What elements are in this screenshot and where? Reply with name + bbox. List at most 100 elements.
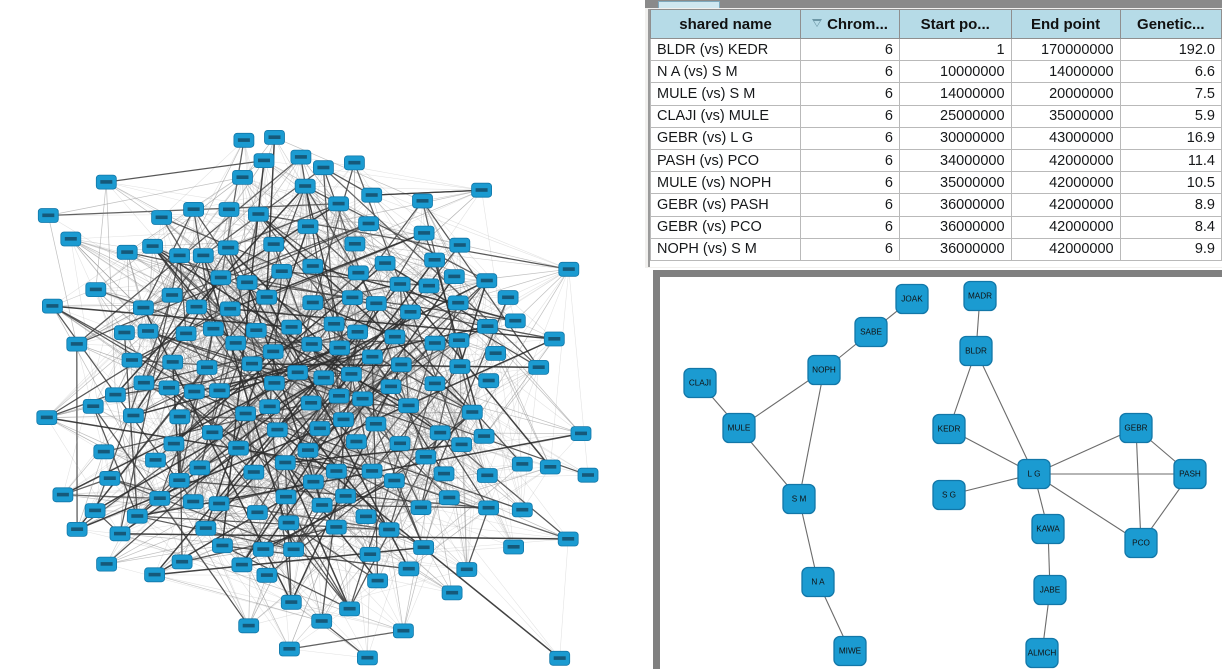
network-node-label	[236, 175, 249, 179]
full-network-canvas[interactable]	[0, 0, 645, 669]
graph-node-pco[interactable]: PCO	[1124, 527, 1158, 559]
subnetwork-canvas[interactable]: CLAJI MULE NOPH SABE JOAK S M N A MIWE MADR BLDR K…	[660, 277, 1222, 669]
column-header-start-point[interactable]: Start po...	[898, 9, 1012, 39]
graph-node-sm[interactable]: S M	[782, 483, 816, 515]
network-edge	[408, 405, 488, 476]
network-edge	[336, 398, 363, 528]
network-edge	[354, 243, 569, 270]
network-node-label	[562, 537, 575, 541]
network-edge	[46, 330, 149, 418]
network-node-label	[481, 324, 494, 328]
network-edge	[241, 366, 461, 566]
network-edge	[248, 398, 363, 626]
network-edge	[369, 280, 488, 555]
network-edge	[161, 217, 363, 400]
column-header-end-point[interactable]: End point	[1010, 9, 1121, 39]
network-edge	[242, 177, 401, 285]
network-edge	[290, 364, 402, 603]
subnetwork-panel[interactable]: CLAJI MULE NOPH SABE JOAK S M N A MIWE MADR BLDR K…	[653, 270, 1222, 669]
table-row[interactable]: GEBR (vs) PCO 6 36000000 42000000 8.4	[649, 215, 1222, 239]
network-node-label	[283, 647, 296, 651]
table-cell-shared-name: PASH (vs) PCO	[649, 148, 802, 173]
network-node-label	[307, 479, 320, 484]
node-shape	[1173, 458, 1207, 490]
table-row[interactable]: NOPH (vs) S M 6 36000000 42000000 9.9	[649, 237, 1222, 261]
network-edge	[285, 496, 424, 548]
table-row[interactable]: CLAJI (vs) MULE 6 25000000 35000000 5.9	[649, 104, 1222, 128]
network-node-label	[351, 330, 364, 334]
graph-node-sg[interactable]: S G	[932, 479, 966, 511]
full-network-panel[interactable]	[0, 0, 645, 669]
network-edge	[172, 255, 180, 363]
column-label: shared name	[679, 15, 772, 33]
network-edge	[321, 412, 473, 622]
graph-node-miwe[interactable]: MIWE	[833, 635, 867, 667]
edge-attribute-table[interactable]: shared name Chrom... Start po...	[649, 9, 1222, 261]
column-header-genetic[interactable]: Genetic...	[1119, 9, 1222, 39]
network-edge	[119, 395, 340, 535]
graph-node-lg[interactable]: L G	[1017, 458, 1051, 490]
table-row[interactable]: PASH (vs) PCO 6 34000000 42000000 11.4	[649, 148, 1222, 173]
network-node-label	[428, 258, 441, 262]
node-label: S M	[792, 495, 807, 504]
network-node-label	[166, 360, 179, 364]
subnetwork-edge[interactable]	[975, 350, 1035, 475]
network-node-label	[260, 573, 273, 577]
graph-node-gebr[interactable]: GEBR	[1119, 412, 1153, 444]
graph-node-kawa[interactable]: KAWA	[1031, 513, 1065, 545]
table-row[interactable]: MULE (vs) S M 6 14000000 20000000 7.5	[649, 82, 1222, 106]
network-edge	[179, 203, 339, 256]
network-node-label	[109, 392, 122, 397]
network-node-label	[263, 404, 276, 409]
node-label: N A	[811, 578, 825, 587]
network-edge	[242, 177, 377, 304]
graph-node-kedr[interactable]: KEDR	[932, 413, 966, 445]
network-edge	[371, 189, 482, 196]
subnetwork-edge[interactable]	[798, 369, 825, 500]
network-node-label	[360, 514, 372, 519]
network-edge	[289, 648, 368, 659]
network-node-label	[366, 469, 379, 473]
graph-node-sabe[interactable]: SABE	[854, 316, 888, 348]
graph-node-mule[interactable]: MULE	[722, 412, 756, 444]
table-cell-shared-name: GEBR (vs) PASH	[649, 193, 802, 217]
column-header-shared-name[interactable]: shared name	[649, 9, 802, 39]
table-row[interactable]: GEBR (vs) PASH 6 36000000 42000000 8.9	[649, 193, 1222, 217]
network-edge	[115, 394, 138, 517]
table-row[interactable]: MULE (vs) NOPH 6 35000000 42000000 10.5	[649, 171, 1222, 195]
table-cell-shared-name: GEBR (vs) PCO	[649, 215, 802, 239]
graph-node-noph[interactable]: NOPH	[807, 354, 841, 386]
node-shape	[1025, 637, 1059, 669]
subnetwork-edge[interactable]	[1033, 473, 1142, 544]
graph-node-madr[interactable]: MADR	[963, 280, 997, 312]
column-header-chromosome[interactable]: Chrom...	[800, 9, 900, 39]
graph-node-bldr[interactable]: BLDR	[959, 335, 993, 367]
subnetwork-edge[interactable]	[1135, 427, 1142, 544]
network-node-label	[223, 207, 235, 212]
network-node-label	[237, 138, 250, 142]
network-edge	[305, 185, 482, 191]
network-edge	[161, 140, 245, 218]
sort-descending-icon[interactable]	[812, 19, 823, 28]
graph-node-almch[interactable]: ALMCH	[1025, 637, 1059, 669]
column-label: End point	[1030, 15, 1101, 33]
network-edge	[222, 496, 287, 546]
graph-node-jabe[interactable]: JABE	[1033, 574, 1067, 606]
network-node-label	[89, 287, 102, 292]
table-row[interactable]: GEBR (vs) L G 6 30000000 43000000 16.9	[649, 126, 1222, 150]
network-node-label	[89, 508, 102, 513]
network-node-label	[453, 243, 466, 247]
graph-node-pash[interactable]: PASH	[1173, 458, 1207, 490]
table-row[interactable]: N A (vs) S M 6 10000000 14000000 6.6	[649, 60, 1222, 84]
network-node-label	[305, 342, 318, 346]
table-tab-stub[interactable]	[658, 1, 720, 8]
network-edge	[119, 533, 569, 540]
network-node-label	[146, 244, 159, 248]
network-edge	[52, 160, 265, 307]
graph-node-na[interactable]: N A	[801, 566, 835, 598]
graph-node-joak[interactable]: JOAK	[895, 283, 929, 315]
table-row[interactable]: BLDR (vs) KEDR 6 1 170000000 192.0	[649, 37, 1222, 62]
graph-node-claji[interactable]: CLAJI	[683, 367, 717, 399]
network-node-label	[364, 552, 377, 556]
subnetwork-edge[interactable]	[1033, 427, 1137, 475]
